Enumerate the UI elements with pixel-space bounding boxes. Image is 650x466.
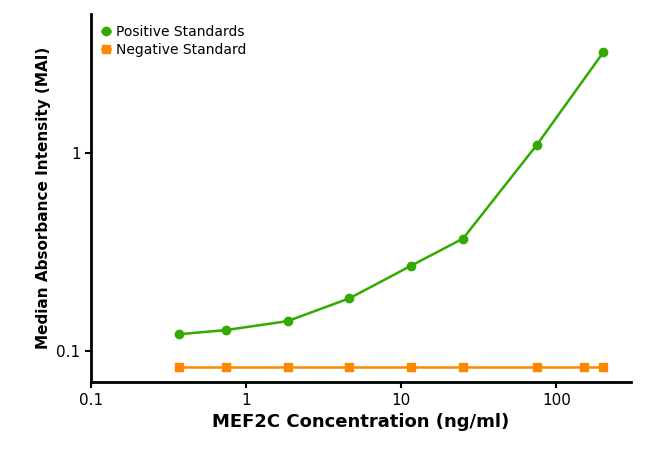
Positive Standards — [222, 327, 229, 333]
Negative Standard — [580, 364, 588, 370]
Negative Standard — [408, 364, 415, 370]
Negative Standard — [533, 364, 541, 370]
Line: Negative Standard: Negative Standard — [175, 363, 607, 371]
Positive Standards — [346, 295, 354, 301]
Positive Standards — [599, 50, 607, 55]
Negative Standard — [346, 364, 354, 370]
Positive Standards — [459, 236, 467, 241]
Negative Standard — [283, 364, 291, 370]
Negative Standard — [222, 364, 229, 370]
Negative Standard — [459, 364, 467, 370]
Negative Standard — [176, 364, 183, 370]
Line: Positive Standards: Positive Standards — [175, 48, 607, 338]
X-axis label: MEF2C Concentration (ng/ml): MEF2C Concentration (ng/ml) — [212, 413, 510, 431]
Positive Standards — [533, 142, 541, 147]
Positive Standards — [283, 318, 291, 324]
Negative Standard — [599, 364, 607, 370]
Legend: Positive Standards, Negative Standard: Positive Standards, Negative Standard — [98, 21, 250, 62]
Positive Standards — [408, 263, 415, 268]
Y-axis label: Median Absorbance Intensity (MAI): Median Absorbance Intensity (MAI) — [36, 47, 51, 349]
Positive Standards — [176, 331, 183, 337]
